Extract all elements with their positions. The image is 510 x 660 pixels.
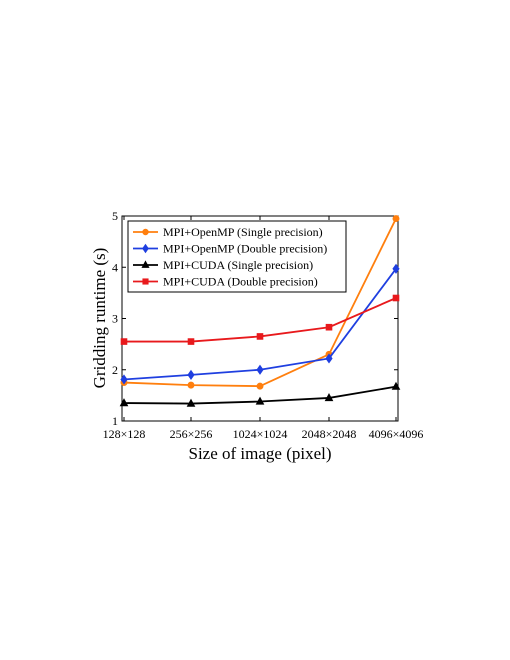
legend-box bbox=[127, 220, 347, 293]
legend-label: MPI+OpenMP (Double precision) bbox=[163, 242, 327, 256]
data-point bbox=[256, 364, 264, 375]
x-axis: 128×128 256×256 1024×1024 2048×2048 4096×409… bbox=[103, 216, 424, 441]
series-0 bbox=[120, 215, 400, 390]
data-point bbox=[187, 369, 195, 380]
x-tick-label: 256×256 bbox=[170, 427, 213, 441]
x-tick-label: 2048×2048 bbox=[302, 427, 357, 441]
data-point bbox=[392, 294, 400, 302]
x-tick-label: 1024×1024 bbox=[233, 427, 288, 441]
data-point bbox=[392, 263, 400, 274]
legend-label: MPI+OpenMP (Single precision) bbox=[163, 225, 323, 239]
data-point bbox=[325, 353, 333, 364]
x-axis-label: Size of image (pixel) bbox=[188, 444, 331, 463]
y-axis-label: Gridding runtime (s) bbox=[90, 248, 109, 389]
data-point bbox=[187, 338, 195, 345]
x-tick-label: 128×128 bbox=[103, 427, 146, 441]
data-point bbox=[391, 381, 401, 390]
legend-label: MPI+CUDA (Single precision) bbox=[163, 258, 313, 272]
legend-entry: MPI+CUDA (Single precision) bbox=[133, 258, 313, 272]
data-point bbox=[324, 393, 334, 402]
legend-marker bbox=[141, 260, 150, 268]
y-tick-label: 1 bbox=[112, 414, 118, 428]
y-tick-label: 3 bbox=[112, 312, 118, 326]
series-2 bbox=[119, 381, 401, 407]
legend: MPI+OpenMP (Single precision) MPI+OpenMP … bbox=[127, 220, 347, 293]
data-point bbox=[255, 396, 265, 405]
legend-label: MPI+CUDA (Double precision) bbox=[163, 275, 318, 289]
data-point bbox=[120, 374, 128, 385]
y-tick-label: 5 bbox=[112, 209, 118, 223]
legend-marker bbox=[142, 243, 149, 254]
series-1 bbox=[120, 263, 400, 385]
series-layer bbox=[119, 215, 401, 407]
y-tick-label: 2 bbox=[112, 363, 118, 377]
data-point bbox=[119, 398, 129, 407]
data-point bbox=[256, 333, 264, 340]
data-point bbox=[120, 338, 128, 345]
data-point bbox=[325, 323, 333, 331]
data-point bbox=[186, 398, 196, 407]
legend-entry: MPI+OpenMP (Double precision) bbox=[133, 242, 327, 256]
x-tick-label: 4096×4096 bbox=[369, 427, 424, 441]
y-tick-label: 4 bbox=[112, 260, 118, 274]
data-point bbox=[392, 215, 400, 223]
series-3 bbox=[120, 294, 400, 345]
data-point bbox=[256, 382, 264, 390]
legend-marker bbox=[142, 228, 149, 236]
legend-entry: MPI+CUDA (Double precision) bbox=[133, 275, 318, 289]
data-point bbox=[187, 381, 195, 389]
legend-marker bbox=[142, 278, 149, 285]
legend-entry: MPI+OpenMP (Single precision) bbox=[133, 225, 323, 239]
